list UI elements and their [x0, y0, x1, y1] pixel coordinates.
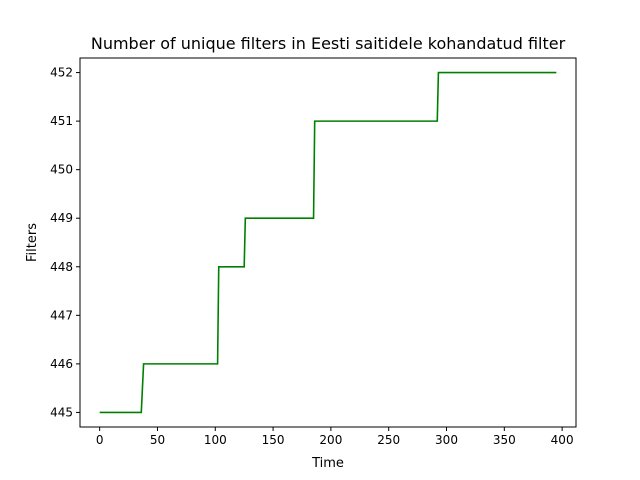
- x-tick-label: 100: [204, 433, 227, 447]
- x-axis: 0 50 100 150 200 250 300 350 400: [96, 427, 574, 447]
- x-tick-label: 250: [377, 433, 400, 447]
- x-tick-label: 200: [319, 433, 342, 447]
- plot-frame: [79, 57, 577, 428]
- y-tick-label: 450: [50, 163, 73, 177]
- x-tick-label: 350: [493, 433, 516, 447]
- y-axis: 445 446 447 448 449 450 451 452: [50, 66, 80, 419]
- y-tick-label: 451: [50, 114, 73, 128]
- series-line: [99, 71, 557, 414]
- y-tick-label: 447: [50, 308, 73, 322]
- x-tick-label: 300: [435, 433, 458, 447]
- x-tick-label: 0: [96, 433, 104, 447]
- chart-title: Number of unique filters in Eesti saitid…: [91, 34, 566, 53]
- plot-area: [99, 71, 557, 414]
- y-tick-label: 448: [50, 260, 73, 274]
- y-tick-label: 452: [50, 66, 73, 80]
- x-axis-label: Time: [311, 456, 344, 471]
- y-tick-label: 446: [50, 357, 73, 371]
- y-tick-label: 449: [50, 211, 73, 225]
- x-tick-label: 50: [150, 433, 165, 447]
- y-tick-label: 445: [50, 405, 73, 419]
- x-tick-label: 400: [551, 433, 574, 447]
- x-tick-label: 150: [262, 433, 285, 447]
- y-axis-label: Filters: [25, 223, 40, 262]
